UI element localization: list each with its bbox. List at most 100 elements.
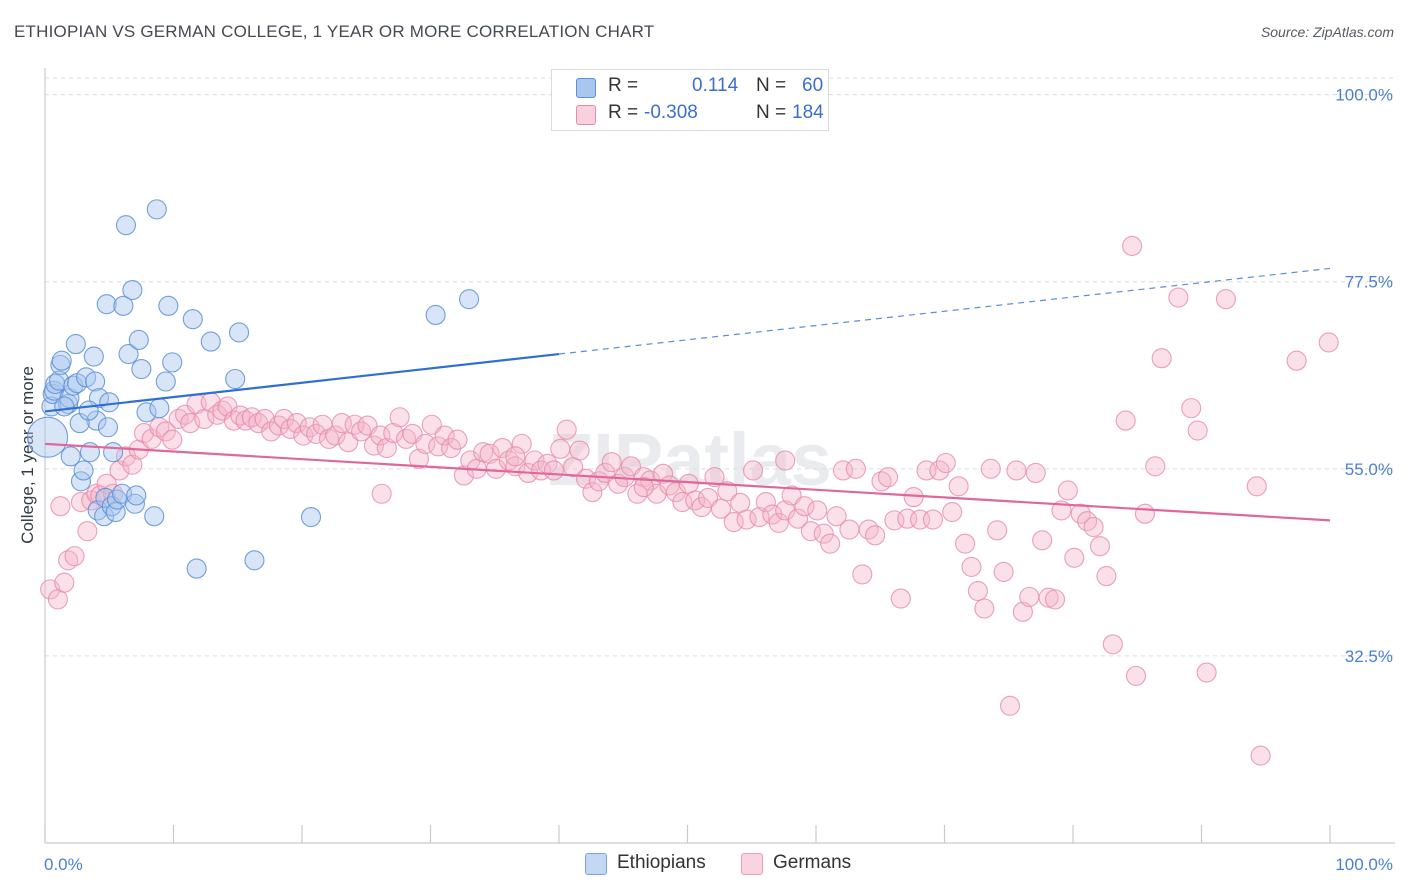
german-point bbox=[820, 533, 841, 554]
ethiopians-trend-extension bbox=[558, 267, 1331, 355]
german-point bbox=[331, 413, 352, 434]
x-tick-label-min: 0.0% bbox=[44, 855, 83, 874]
german-point bbox=[665, 482, 686, 503]
german-point bbox=[241, 407, 262, 428]
ethiopian-point bbox=[60, 446, 81, 467]
ethiopian-point bbox=[244, 550, 265, 571]
german-point bbox=[653, 463, 674, 484]
germans-trend-line bbox=[44, 442, 1331, 522]
german-point bbox=[1096, 566, 1117, 587]
german-point bbox=[1044, 589, 1066, 610]
german-point bbox=[415, 433, 436, 454]
german-point bbox=[781, 485, 802, 506]
ethiopian-point bbox=[186, 558, 207, 579]
german-point bbox=[832, 460, 854, 481]
ethiopian-point bbox=[200, 331, 221, 352]
german-point bbox=[807, 500, 828, 521]
german-point bbox=[858, 519, 879, 540]
german-point bbox=[441, 437, 462, 459]
german-point bbox=[1250, 745, 1271, 766]
x-tick-labels: 0.0% 100.0% bbox=[44, 855, 1393, 874]
german-point bbox=[717, 481, 738, 502]
tick-marks bbox=[44, 825, 1331, 843]
german-point bbox=[762, 504, 783, 525]
ethiopian-point bbox=[458, 289, 480, 310]
german-point bbox=[865, 525, 886, 546]
ethiopian-point bbox=[155, 371, 176, 392]
germans-points bbox=[40, 235, 1339, 766]
germans-r-value: -0.308 bbox=[644, 102, 698, 123]
german-point bbox=[1019, 586, 1040, 607]
german-point bbox=[1134, 503, 1156, 524]
ethiopian-point bbox=[126, 485, 147, 506]
legend-item-ethiopians[interactable]: Ethiopians bbox=[585, 851, 725, 877]
german-point bbox=[155, 421, 176, 442]
german-point bbox=[948, 476, 969, 497]
german-point bbox=[54, 572, 75, 593]
german-point bbox=[1145, 456, 1166, 477]
german-point bbox=[569, 440, 590, 461]
german-point bbox=[890, 588, 911, 609]
legend-item-germans[interactable]: Germans bbox=[741, 851, 871, 877]
german-point bbox=[698, 487, 719, 508]
y-tick-label: 55.0% bbox=[1345, 460, 1393, 479]
x-tick-label-max: 100.0% bbox=[1335, 855, 1393, 874]
german-point bbox=[980, 458, 1001, 479]
ethiopian-point bbox=[425, 304, 446, 326]
ethiopian-point bbox=[113, 295, 134, 316]
german-point bbox=[77, 521, 98, 542]
german-point bbox=[877, 467, 899, 488]
ethiopian-point bbox=[146, 199, 167, 220]
german-point bbox=[794, 496, 815, 517]
german-point bbox=[999, 695, 1021, 716]
ethiopian-point bbox=[73, 460, 94, 481]
german-point bbox=[1057, 480, 1078, 501]
german-point bbox=[775, 500, 796, 521]
german-point bbox=[1077, 511, 1098, 532]
german-point bbox=[492, 437, 513, 459]
ethiopian-point bbox=[136, 402, 157, 423]
germans-legend-label: Germans bbox=[773, 852, 852, 873]
germans-r-label: R = bbox=[608, 102, 639, 123]
german-point bbox=[813, 523, 834, 544]
ethiopian-point bbox=[94, 506, 115, 527]
y-tick-label: 77.5% bbox=[1345, 273, 1393, 292]
ethiopian-point bbox=[78, 400, 99, 421]
ethiopian-point bbox=[97, 417, 119, 438]
german-point bbox=[64, 546, 85, 567]
german-point bbox=[1012, 601, 1033, 622]
ethiopian-point bbox=[122, 279, 143, 301]
german-point bbox=[293, 425, 314, 446]
german-point bbox=[1187, 420, 1208, 441]
y-axis-title: College, 1 year or more bbox=[18, 366, 37, 544]
ethiopian-point bbox=[131, 358, 152, 380]
grid-lines bbox=[45, 77, 1395, 657]
german-point bbox=[955, 533, 976, 554]
ethiopian-point bbox=[300, 506, 322, 528]
ethiopians-trend-line bbox=[44, 352, 560, 413]
german-point bbox=[736, 509, 757, 530]
ethiopian-point bbox=[225, 368, 246, 390]
german-point bbox=[1318, 332, 1339, 353]
german-point bbox=[434, 425, 455, 446]
german-point bbox=[710, 498, 731, 519]
german-point bbox=[755, 492, 776, 513]
german-point bbox=[453, 465, 474, 486]
ethiopian-point bbox=[65, 334, 86, 355]
german-point bbox=[408, 448, 429, 469]
ethiopians-points bbox=[27, 199, 480, 579]
german-point bbox=[903, 487, 924, 508]
y-tick-labels: 32.5% 55.0% 77.5% 100.0% bbox=[1335, 86, 1393, 666]
ethiopians-n-value: 60 bbox=[802, 75, 824, 96]
german-point bbox=[524, 450, 545, 471]
german-point bbox=[845, 458, 866, 479]
german-point bbox=[447, 429, 468, 450]
german-point bbox=[839, 519, 860, 540]
german-point bbox=[852, 564, 873, 585]
german-point bbox=[1083, 516, 1104, 538]
german-point bbox=[351, 421, 372, 442]
german-point bbox=[421, 414, 442, 435]
german-point bbox=[1038, 587, 1059, 608]
german-point bbox=[428, 436, 449, 457]
ethiopian-point bbox=[158, 295, 179, 316]
